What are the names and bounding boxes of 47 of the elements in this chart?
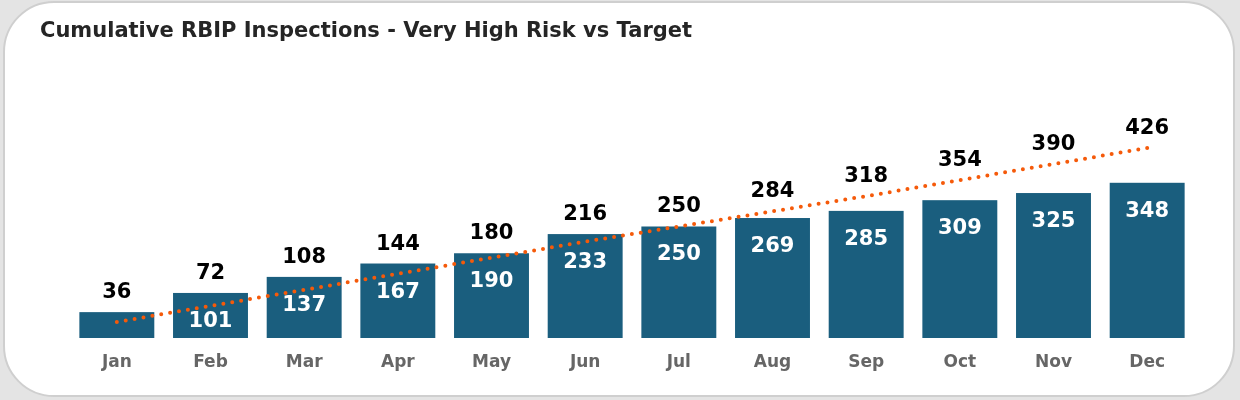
data-label: 269 xyxy=(750,233,795,258)
bar xyxy=(922,200,998,338)
x-tick-label: Nov xyxy=(1035,351,1072,371)
x-tick-label: Jun xyxy=(568,351,601,371)
x-tick-label: Sep xyxy=(848,351,885,371)
x-tick-label: Aug xyxy=(753,351,792,371)
x-tick-label: Jul xyxy=(665,351,691,371)
bar xyxy=(1016,193,1091,338)
x-tick-label: Jan xyxy=(100,351,132,371)
x-tick-label: Oct xyxy=(943,351,977,371)
x-tick-label: Apr xyxy=(380,351,416,371)
data-label: 190 xyxy=(469,268,514,293)
data-label: 137 xyxy=(282,291,327,316)
bar xyxy=(454,253,529,338)
data-label: 108 xyxy=(282,243,327,268)
bar xyxy=(828,210,904,338)
data-label: 36 xyxy=(102,279,132,304)
x-tick-label: May xyxy=(472,351,511,371)
bar xyxy=(266,276,342,338)
data-label: 285 xyxy=(844,225,889,250)
data-label: 325 xyxy=(1031,208,1076,233)
bar xyxy=(547,234,623,338)
data-label: 167 xyxy=(375,278,420,303)
x-tick-label: Mar xyxy=(285,351,324,371)
data-label: 348 xyxy=(1125,197,1170,222)
bar xyxy=(1109,182,1185,338)
data-label: 250 xyxy=(656,241,701,266)
data-label: 101 xyxy=(188,307,233,332)
x-tick-label: Feb xyxy=(193,351,228,371)
bar xyxy=(641,226,717,338)
data-label: 354 xyxy=(937,147,982,172)
data-label: 144 xyxy=(375,230,420,255)
chart-title: Cumulative RBIP Inspections - Very High Risk vs Target xyxy=(40,18,693,42)
x-tick-label: Dec xyxy=(1129,351,1166,371)
data-label: 233 xyxy=(563,249,608,274)
data-label: 72 xyxy=(195,259,226,284)
data-label: 284 xyxy=(750,178,795,203)
bar xyxy=(735,218,810,338)
data-label: 309 xyxy=(937,215,982,240)
data-label: 390 xyxy=(1031,131,1076,156)
data-label: 426 xyxy=(1125,115,1170,139)
data-label: 180 xyxy=(469,220,514,245)
data-label: 250 xyxy=(656,193,701,218)
data-label: 216 xyxy=(563,201,608,226)
bar xyxy=(79,312,155,338)
bar xyxy=(360,263,436,338)
data-label: 318 xyxy=(844,163,889,188)
